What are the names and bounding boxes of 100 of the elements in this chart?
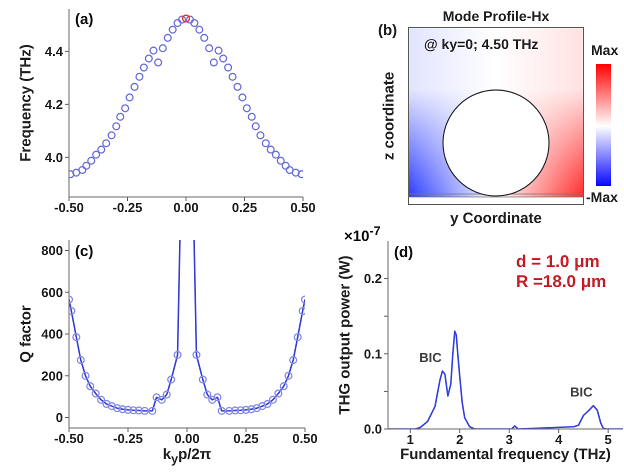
point — [282, 162, 290, 170]
point — [158, 396, 166, 404]
point — [76, 356, 85, 364]
point — [102, 139, 110, 148]
point — [78, 166, 86, 174]
point — [140, 63, 148, 72]
point — [82, 162, 90, 170]
point — [134, 406, 143, 415]
y-axis-title: Frequency (THz) — [18, 44, 34, 162]
point — [238, 93, 246, 102]
annotation: R =18.0 μm — [516, 272, 606, 292]
point — [228, 72, 237, 81]
point — [108, 402, 116, 410]
text: Max — [591, 42, 618, 58]
x-tick-label: 1 — [406, 432, 414, 448]
point — [118, 405, 127, 414]
x-tick-label: 0.00 — [174, 431, 200, 446]
point — [208, 396, 216, 404]
point — [225, 406, 234, 415]
point — [87, 156, 96, 165]
x-tick-label: -0.50 — [54, 200, 84, 216]
point — [213, 393, 222, 402]
y-tick-label: 0 — [56, 410, 63, 426]
x-tick-label: 0.25 — [232, 200, 258, 216]
point — [130, 82, 139, 91]
point — [247, 405, 256, 414]
point — [276, 156, 285, 165]
annotation: d = 1.0 μm — [516, 252, 600, 272]
x-tick-label: 2 — [456, 432, 464, 448]
point — [174, 350, 182, 359]
point — [186, 16, 194, 24]
point — [242, 406, 250, 414]
point — [182, 14, 190, 23]
point — [162, 390, 171, 399]
point — [200, 34, 208, 42]
text: y Coordinate — [450, 210, 542, 227]
point — [280, 382, 288, 390]
point — [218, 406, 226, 415]
point — [164, 34, 172, 42]
point — [233, 82, 242, 91]
point — [266, 146, 275, 154]
annotation: (c) — [75, 243, 94, 260]
point — [72, 333, 80, 342]
point — [263, 400, 272, 408]
y-tick-label: 400 — [41, 326, 63, 342]
y-tick-label: 4.0 — [44, 150, 63, 165]
text: Mode Profile-Hx — [442, 8, 550, 24]
text: @ ky=0; 4.50 THz — [424, 36, 538, 52]
y-tick-label: 4.4 — [44, 44, 64, 59]
x-tick-label: -0.25 — [113, 431, 143, 446]
y-tick-label: 0.0 — [364, 422, 382, 437]
point — [158, 44, 167, 52]
point — [294, 333, 302, 342]
point — [289, 356, 298, 364]
y-tick-label: 0.1 — [364, 346, 382, 362]
x-tick-label: -0.25 — [112, 200, 142, 216]
point — [97, 146, 106, 154]
point — [124, 406, 132, 414]
point — [152, 393, 161, 402]
x-axis-title: Fundamental frequency (THz) — [400, 446, 611, 463]
point — [268, 396, 277, 404]
point — [256, 131, 264, 140]
point — [242, 104, 251, 112]
point — [252, 404, 261, 412]
point — [112, 122, 120, 130]
point — [205, 44, 214, 52]
point — [102, 400, 111, 408]
point — [144, 54, 153, 63]
point — [252, 122, 260, 130]
point — [284, 372, 293, 380]
y-tick-label: 800 — [41, 243, 63, 258]
y-tick-label: 0.2 — [364, 271, 382, 286]
point — [178, 16, 186, 24]
point — [203, 390, 212, 399]
x-tick-label: -0.50 — [54, 431, 84, 446]
annotation: BIC — [570, 384, 594, 400]
point — [129, 406, 138, 414]
point — [72, 168, 80, 177]
point — [135, 72, 144, 81]
point — [190, 18, 198, 28]
text: ×10$^{-7}$ — [344, 224, 381, 245]
x-tick-label: 3 — [506, 432, 513, 448]
point — [236, 406, 245, 414]
annotation: BIC — [419, 350, 442, 366]
y-tick-label: 200 — [41, 368, 63, 384]
point — [224, 63, 232, 72]
y-axis-title: THG output power (W) — [336, 255, 354, 415]
text: z coordinate — [380, 72, 398, 160]
point — [274, 389, 282, 398]
point — [116, 112, 124, 121]
point — [262, 139, 270, 148]
point — [86, 382, 94, 390]
text: (b) — [378, 22, 398, 39]
y-tick-label: 600 — [41, 284, 63, 300]
point — [140, 406, 149, 415]
point — [198, 375, 207, 384]
point — [81, 372, 90, 380]
point — [272, 150, 280, 159]
x-tick-label: 5 — [604, 432, 612, 448]
point — [174, 18, 182, 28]
